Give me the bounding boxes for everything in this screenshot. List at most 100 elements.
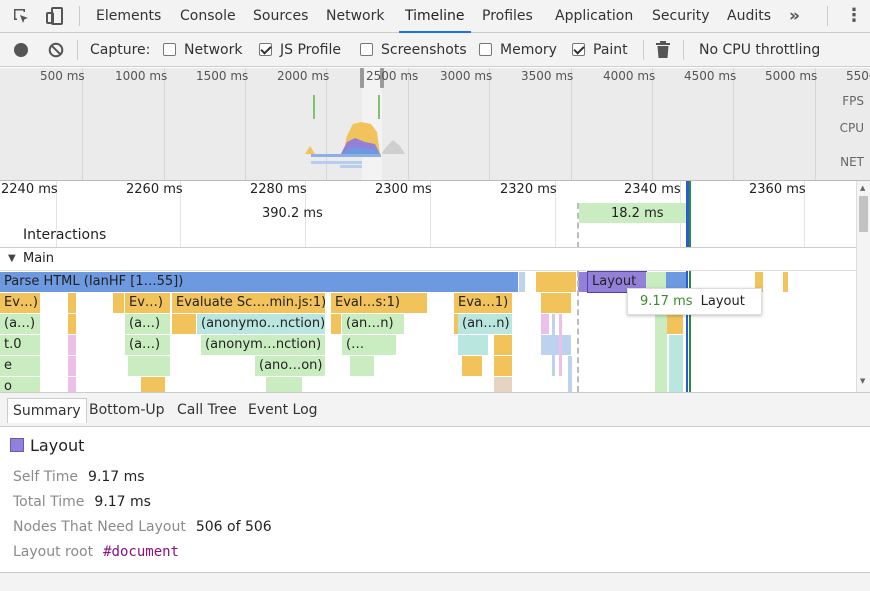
flame-scrollbar[interactable]: ▲ ▼ <box>856 181 870 392</box>
scroll-down-icon[interactable]: ▼ <box>860 377 866 385</box>
task-block <box>669 335 683 392</box>
device-toolbar-icon[interactable] <box>43 4 67 28</box>
task-block[interactable] <box>494 335 512 355</box>
main-thread-flame-chart[interactable]: ▼ Main Parse HTML (IanHF [1…55]) Layout … <box>0 249 856 392</box>
screenshots-checkbox[interactable] <box>360 43 373 56</box>
tab-security[interactable]: Security <box>652 8 710 24</box>
tab-event-log[interactable]: Event Log <box>248 402 318 418</box>
scroll-up-icon[interactable]: ▲ <box>860 184 866 192</box>
tab-call-tree[interactable]: Call Tree <box>177 402 237 418</box>
tab-timeline[interactable]: Timeline <box>399 0 471 33</box>
task-block[interactable] <box>454 314 458 334</box>
function-call-block[interactable]: (an…n) <box>458 314 512 334</box>
task-block[interactable] <box>266 377 302 392</box>
task-block[interactable] <box>536 272 576 292</box>
scrollbar-thumb[interactable] <box>859 196 868 232</box>
function-call-block[interactable]: (a…) <box>125 335 170 355</box>
frame-block[interactable] <box>579 203 686 223</box>
task-block[interactable] <box>519 272 525 292</box>
devtools-menu-icon[interactable]: ⋮ <box>845 5 863 26</box>
tab-application[interactable]: Application <box>555 8 634 24</box>
parse-html-block[interactable]: Parse HTML (IanHF [1…55]) <box>0 272 518 292</box>
js-profile-checkbox-label[interactable]: JS Profile <box>280 42 341 58</box>
task-block[interactable] <box>541 293 571 313</box>
task-block[interactable] <box>331 314 341 334</box>
selection-left-handle[interactable] <box>360 68 364 88</box>
more-tabs-icon[interactable]: » <box>789 6 800 26</box>
memory-checkbox-label[interactable]: Memory <box>500 42 557 58</box>
network-checkbox[interactable] <box>163 43 176 56</box>
task-block[interactable] <box>462 356 482 376</box>
overview-tick-label: 2500 ms <box>366 69 419 83</box>
evaluate-script-block[interactable]: Evaluate Sc….min.js:1) <box>172 293 325 313</box>
function-call-block[interactable]: (a…) <box>0 314 40 334</box>
task-block[interactable] <box>494 356 512 376</box>
function-call-block[interactable]: (anonym…nction) <box>201 335 325 355</box>
task-block[interactable] <box>755 272 763 292</box>
function-call-block[interactable]: (… <box>342 335 396 355</box>
task-block[interactable] <box>68 377 76 392</box>
task-block[interactable] <box>494 377 512 392</box>
function-call-block[interactable]: e <box>0 356 40 376</box>
tooltip-name: Layout <box>700 294 745 309</box>
details-tabbar: Summary Bottom-Up Call Tree Event Log <box>0 392 870 427</box>
task-block[interactable] <box>68 335 76 355</box>
paint-checkbox-label[interactable]: Paint <box>593 42 628 58</box>
evaluate-script-block[interactable]: Ev…) <box>0 293 40 313</box>
task-block[interactable] <box>113 293 124 313</box>
task-block[interactable] <box>68 356 76 376</box>
timeline-ruler: 2240 ms 2260 ms 2280 ms 2300 ms 2320 ms … <box>0 181 856 248</box>
trash-icon[interactable] <box>655 41 671 63</box>
clear-button[interactable] <box>48 42 64 62</box>
evaluate-script-block[interactable]: Eva…1) <box>454 293 512 313</box>
tab-console[interactable]: Console <box>180 8 236 24</box>
evaluate-script-block[interactable]: Eval…s:1) <box>331 293 427 313</box>
function-call-block[interactable]: (an…n) <box>342 314 404 334</box>
summary-row-layout-root: Layout root #document <box>13 544 179 560</box>
js-profile-checkbox[interactable] <box>259 43 272 56</box>
overview-tick-label: 1000 ms <box>115 69 168 83</box>
selection-right-handle[interactable] <box>380 68 384 88</box>
function-call-block[interactable]: (anonymo…nction) <box>197 314 325 334</box>
evaluate-script-block[interactable]: Ev…) <box>125 293 170 313</box>
task-block[interactable] <box>667 314 683 334</box>
task-block[interactable] <box>541 335 571 355</box>
layout-root-node-link[interactable]: #document <box>103 544 179 560</box>
paint-checkbox[interactable] <box>572 43 585 56</box>
task-block[interactable] <box>172 314 196 334</box>
main-track-label: Main <box>23 251 55 266</box>
tab-sources[interactable]: Sources <box>253 8 309 24</box>
summary-value: 9.17 ms <box>94 494 151 510</box>
tab-network[interactable]: Network <box>326 8 385 24</box>
task-block[interactable] <box>783 272 788 292</box>
task-block[interactable] <box>68 293 76 313</box>
tab-bottom-up[interactable]: Bottom-Up <box>89 402 165 418</box>
tab-profiles[interactable]: Profiles <box>482 8 533 24</box>
tab-audits[interactable]: Audits <box>727 8 772 24</box>
task-block[interactable] <box>68 314 76 334</box>
function-call-block[interactable]: (a…) <box>125 314 170 334</box>
memory-checkbox[interactable] <box>479 43 492 56</box>
layout-block[interactable]: Layout <box>587 271 647 293</box>
tab-summary[interactable]: Summary <box>7 398 87 423</box>
task-block[interactable] <box>541 314 549 334</box>
task-block[interactable] <box>646 272 666 292</box>
function-call-block[interactable]: (ano…on) <box>255 356 325 376</box>
task-block[interactable] <box>666 272 688 292</box>
timeline-overview[interactable]: 500 ms 1000 ms 1500 ms 2000 ms 2500 ms 3… <box>0 68 870 181</box>
function-call-block[interactable]: o <box>0 377 40 392</box>
task-block[interactable] <box>578 272 587 292</box>
screenshots-checkbox-label[interactable]: Screenshots <box>381 42 467 58</box>
function-call-block[interactable]: t.0 <box>0 335 40 355</box>
frame-duration[interactable]: 390.2 ms <box>262 206 323 221</box>
network-checkbox-label[interactable]: Network <box>184 42 243 58</box>
task-block[interactable] <box>128 356 170 376</box>
collapse-main-icon[interactable]: ▼ <box>8 253 16 264</box>
task-block[interactable] <box>350 356 374 376</box>
task-block[interactable] <box>458 335 488 355</box>
task-block[interactable] <box>141 377 165 392</box>
tab-elements[interactable]: Elements <box>96 8 162 24</box>
record-button[interactable] <box>14 43 28 57</box>
cpu-throttling-select[interactable]: No CPU throttling <box>699 42 821 58</box>
inspect-element-icon[interactable] <box>9 4 33 28</box>
